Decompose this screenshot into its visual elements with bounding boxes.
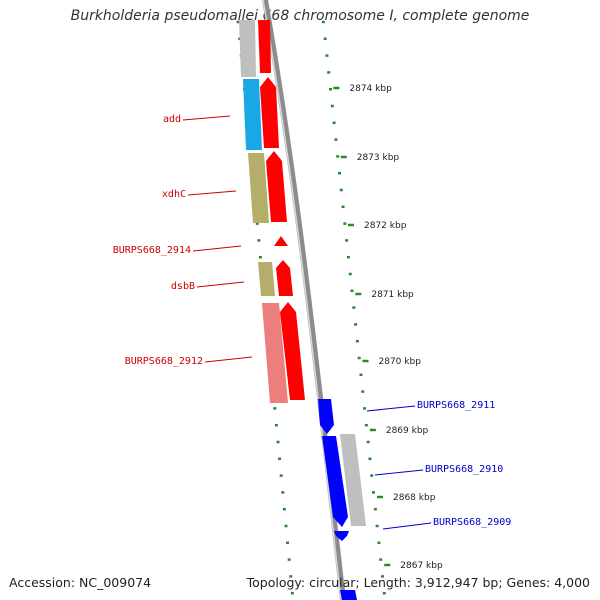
gene-leader-line	[183, 116, 230, 120]
scale-label: 2872 kbp	[364, 221, 407, 231]
scale-label: 2874 kbp	[349, 84, 392, 94]
genome-map: 2874 kbp 2873 kbp 2872 kbp 2871 kbp 2870 kbp…	[0, 0, 600, 600]
gene-leader-line	[375, 470, 423, 475]
gene-label-add: add	[163, 114, 181, 125]
gene-label-BURPS668_2911: BURPS668_2911	[417, 400, 495, 411]
gene-label-BURPS668_2914: BURPS668_2914	[113, 245, 191, 256]
cog-block-gray-top	[239, 20, 256, 77]
gene-arrow-BURPS668_2911	[318, 399, 334, 434]
gene-leader-line	[197, 282, 244, 287]
scale-label: 2869 kbp	[386, 426, 429, 436]
gene-label-BURPS668_2912: BURPS668_2912	[125, 356, 203, 367]
scale-label: 2871 kbp	[371, 290, 414, 300]
gene-leader-line	[188, 191, 236, 195]
gene-arrow-bottom	[340, 590, 357, 600]
gene-leader-line	[367, 406, 415, 411]
gene-leader-line	[193, 246, 241, 251]
cog-block-olive-xdhC	[248, 153, 269, 223]
scale-label: 2867 kbp	[400, 561, 443, 571]
gene-label-xdhC: xdhC	[162, 189, 186, 200]
genome-summary: Topology: circular; Length: 3,912,947 bp…	[247, 575, 590, 590]
cog-block-cyan-add	[243, 79, 262, 150]
gene-label-BURPS668_2910: BURPS668_2910	[425, 464, 503, 475]
scale-label: 2868 kbp	[393, 493, 436, 503]
gene-arrow-forward	[258, 20, 271, 73]
gene-leader-line	[383, 523, 431, 529]
accession-text: Accession: NC_009074	[9, 575, 151, 590]
gene-label-BURPS668_2909: BURPS668_2909	[433, 517, 511, 528]
scale-label: 2870 kbp	[379, 357, 422, 367]
gene-arrow-dsbB	[276, 260, 293, 296]
gene-arrow-add	[260, 77, 279, 148]
gene-arrow-BURPS668_2914	[274, 236, 288, 246]
scale-label: 2873 kbp	[357, 153, 400, 163]
gene-label-dsbB: dsbB	[171, 281, 195, 292]
cog-block-olive-dsbB	[258, 262, 275, 296]
gene-leader-line	[205, 357, 252, 362]
gene-arrow-xdhC	[266, 151, 287, 222]
